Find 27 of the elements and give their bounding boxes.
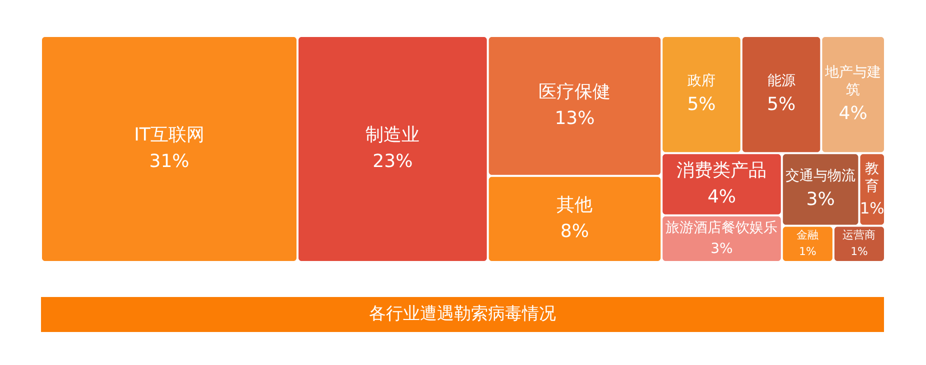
category-label: 交通与物流: [786, 168, 856, 184]
data-label: 31%: [149, 151, 190, 172]
category-label: IT互联网: [134, 124, 204, 146]
data-label: 23%: [372, 151, 413, 172]
data-label: 4%: [707, 186, 736, 208]
data-label: 1%: [860, 200, 884, 218]
data-label: 13%: [554, 108, 595, 129]
data-label: 1%: [799, 244, 816, 258]
category-label: 制造业: [366, 124, 420, 146]
category-label: 旅游酒店餐饮娱乐: [666, 220, 778, 236]
category-label: 金融: [796, 228, 819, 242]
data-label: 4%: [838, 102, 868, 124]
category-label: 其他: [556, 194, 593, 216]
category-label: 能源: [767, 73, 796, 90]
text: 各行业遭遇勒索病毒情况: [41, 297, 884, 332]
category-label: 政府: [687, 73, 716, 90]
data-label: 3%: [806, 189, 835, 210]
data-label: 1%: [850, 244, 868, 258]
data-label: 5%: [766, 94, 796, 116]
data-label: 3%: [710, 240, 733, 257]
data-label: 5%: [687, 94, 716, 116]
category-label: 运营商: [842, 228, 876, 242]
category-label: 医疗保健: [538, 81, 611, 102]
category-label: 地产与建筑: [824, 64, 882, 98]
category-label: 教育: [865, 161, 880, 195]
data-label: 8%: [560, 221, 589, 242]
category-label: 消费类产品: [676, 160, 767, 181]
